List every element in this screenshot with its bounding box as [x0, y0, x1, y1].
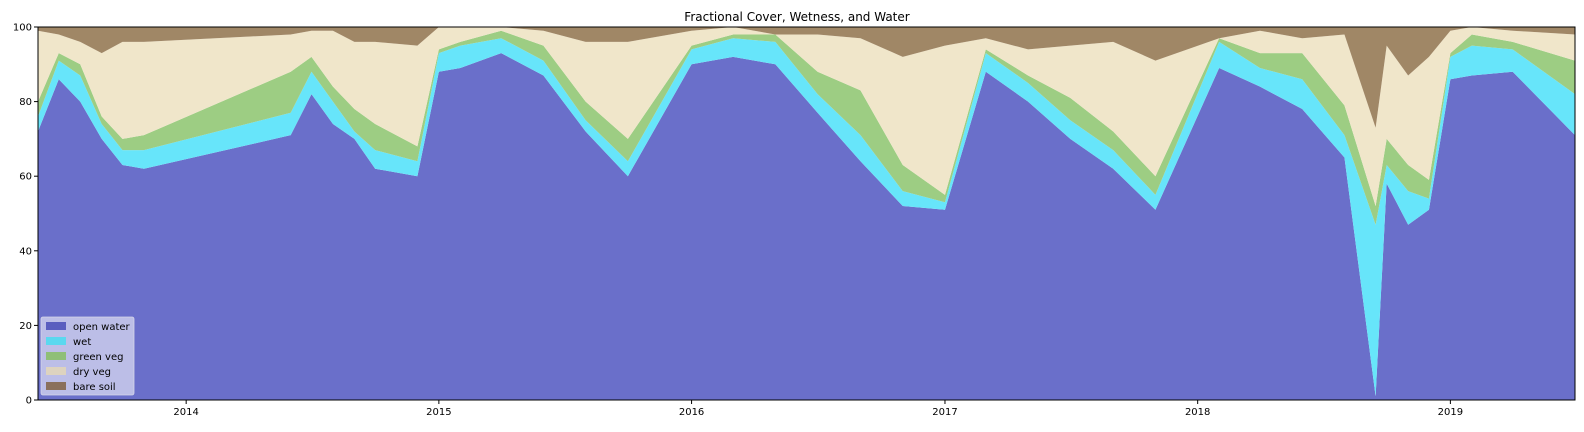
- y-tick-label: 100: [13, 23, 32, 34]
- x-tick-label: 2016: [679, 407, 704, 418]
- x-tick-label: 2018: [1185, 407, 1210, 418]
- area-green-veg: [38, 30, 1575, 225]
- y-tick-label: 40: [19, 246, 32, 257]
- legend-swatch-open-water: [46, 322, 66, 330]
- legend-label-open-water: open water: [73, 322, 131, 333]
- y-axis: 0 20 40 60 80 100: [13, 23, 38, 407]
- area-wet: [38, 38, 1575, 397]
- legend-box: [40, 316, 135, 396]
- legend-label-wet: wet: [73, 337, 91, 348]
- legend-label-green-veg: green veg: [73, 352, 123, 363]
- y-tick-label: 20: [19, 321, 32, 332]
- y-tick-label: 80: [19, 97, 32, 108]
- y-tick-label: 60: [19, 172, 32, 183]
- x-tick-label: 2015: [426, 407, 451, 418]
- x-tick-label: 2019: [1438, 407, 1463, 418]
- x-tick-label: 2017: [932, 407, 957, 418]
- area-dry-veg: [38, 27, 1575, 207]
- area-bare-soil: [38, 27, 1575, 128]
- plot-frame: [37, 26, 1576, 401]
- legend-swatch-dry-veg: [46, 367, 66, 375]
- legend-swatch-bare-soil: [46, 382, 66, 390]
- chart-title: Fractional Cover, Wetness, and Water: [684, 10, 909, 24]
- legend-swatch-wet: [46, 337, 66, 345]
- legend: open water wet green veg dry veg bare soil: [40, 316, 135, 396]
- legend-label-bare-soil: bare soil: [73, 382, 116, 393]
- y-tick-label: 0: [26, 396, 32, 407]
- area-open-water: [38, 53, 1575, 401]
- legend-swatch-green-veg: [46, 352, 66, 360]
- x-tick-label: 2014: [173, 407, 198, 418]
- x-axis: 2014 2015 2016 2017 2018 2019: [173, 400, 1463, 418]
- stacked-areas: [38, 27, 1575, 401]
- legend-label-dry-veg: dry veg: [73, 367, 111, 378]
